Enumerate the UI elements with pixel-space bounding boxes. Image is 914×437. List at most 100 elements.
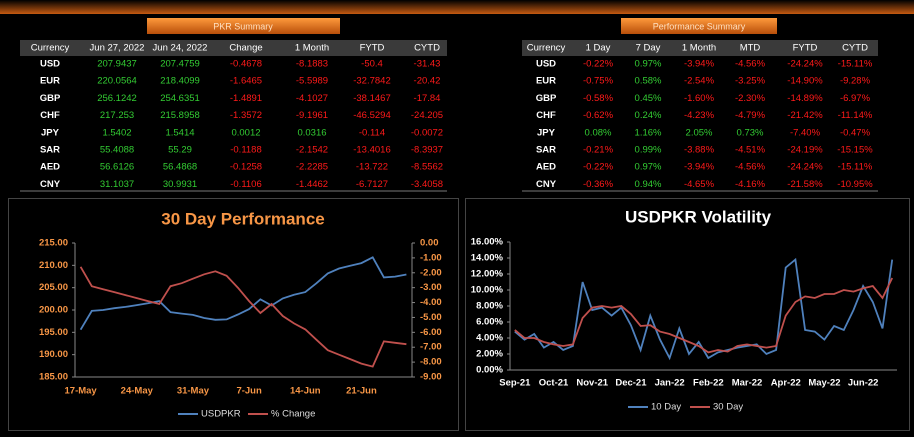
cell: -9.1961: [296, 110, 328, 121]
y-tick-label: 195.00: [39, 327, 68, 338]
chart-frame: [8, 198, 459, 431]
row-label: CHF: [40, 110, 60, 121]
cell: 0.94%: [635, 179, 662, 190]
cell: -1.6465: [230, 76, 262, 87]
cell: 0.45%: [635, 93, 662, 104]
legend-label: 10 Day: [651, 402, 681, 413]
column-header: 1 Day: [586, 43, 611, 54]
cell: -4.1027: [296, 93, 328, 104]
column-header: Currency: [527, 43, 566, 54]
series-line: [79, 266, 407, 368]
cell: -0.22%: [583, 59, 614, 70]
cell: -3.88%: [684, 145, 715, 156]
cell: -0.1106: [230, 179, 262, 190]
cell: -4.23%: [684, 110, 715, 121]
cell: -0.0072: [411, 127, 443, 138]
cell: -15.15%: [837, 145, 873, 156]
row-label: USD: [536, 59, 556, 70]
x-tick-label: Jan-22: [655, 378, 685, 389]
cell: 215.8958: [160, 110, 200, 121]
x-tick-label: Apr-22: [771, 378, 801, 389]
cell: 0.0316: [297, 127, 326, 138]
cell: -6.97%: [840, 93, 871, 104]
cell: 0.24%: [635, 110, 662, 121]
x-tick-label: Mar-22: [732, 378, 763, 389]
cell: 0.08%: [585, 127, 612, 138]
row-label: GBP: [536, 93, 557, 104]
cell: -11.14%: [838, 110, 873, 121]
cell: 1.16%: [635, 127, 662, 138]
cell: -4.56%: [735, 162, 766, 173]
row-label: CHF: [536, 110, 556, 121]
cell: 1.5402: [102, 127, 131, 138]
cell: -4.51%: [735, 145, 766, 156]
cell: 1.5414: [165, 127, 194, 138]
y-tick-label: 8.00%: [476, 301, 503, 312]
table-title: PKR Summary: [213, 21, 273, 31]
x-tick-label: 21-Jun: [346, 386, 377, 397]
row-label: CNY: [536, 179, 557, 190]
y2-tick-label: -4.00: [420, 297, 442, 308]
cell: 0.97%: [635, 162, 662, 173]
y-tick-label: 6.00%: [476, 317, 503, 328]
column-header: Currency: [31, 43, 70, 54]
cell: -24.24%: [787, 162, 823, 173]
cell: -32.7842: [353, 76, 391, 87]
cell: -5.5989: [296, 76, 328, 87]
x-tick-label: May-22: [808, 378, 840, 389]
row-label: USD: [40, 59, 60, 70]
cell: -1.4462: [296, 179, 328, 190]
row-label: GBP: [40, 93, 61, 104]
cell: -3.94%: [684, 162, 715, 173]
cell: 0.73%: [737, 127, 764, 138]
title-bar: [147, 18, 340, 34]
legend-label: 30 Day: [713, 402, 743, 413]
column-header: Change: [229, 43, 262, 54]
cell: -50.4: [361, 59, 383, 70]
cell: -0.36%: [583, 179, 614, 190]
y-tick-label: 16.00%: [471, 237, 504, 248]
cell: 256.1242: [97, 93, 137, 104]
column-header: CYTD: [414, 43, 440, 54]
column-header: FYTD: [360, 43, 385, 54]
column-header: 7 Day: [636, 43, 661, 54]
cell: -7.40%: [790, 127, 821, 138]
cell: -4.79%: [735, 110, 766, 121]
x-tick-label: 31-May: [177, 386, 210, 397]
cell: -2.30%: [735, 93, 766, 104]
cell: -21.58%: [787, 179, 823, 190]
cell: 207.9437: [97, 59, 137, 70]
row-label: EUR: [536, 76, 556, 87]
cell: -24.205: [411, 110, 443, 121]
x-tick-label: 17-May: [65, 386, 98, 397]
y2-tick-label: -2.00: [420, 267, 442, 278]
cell: -4.56%: [735, 59, 766, 70]
x-tick-label: Feb-22: [693, 378, 724, 389]
cell: -0.4678: [230, 59, 262, 70]
chart-title: USDPKR Volatility: [625, 207, 772, 226]
y2-tick-label: -6.00: [420, 327, 442, 338]
cell: -3.25%: [735, 76, 766, 87]
cell: 220.0564: [97, 76, 137, 87]
cell: -14.90%: [787, 76, 823, 87]
cell: -0.75%: [583, 76, 614, 87]
table-title: Performance Summary: [653, 21, 746, 31]
column-header: MTD: [740, 43, 761, 54]
y-tick-label: 215.00: [39, 238, 68, 249]
cell: 0.99%: [635, 145, 662, 156]
cell: -20.42: [414, 76, 441, 87]
cell: -1.3572: [230, 110, 262, 121]
cell: -0.58%: [583, 93, 614, 104]
title-bar: [621, 18, 777, 34]
series-line: [514, 257, 894, 361]
x-tick-label: 14-Jun: [290, 386, 321, 397]
cell: -2.1542: [296, 145, 328, 156]
cell: -13.722: [356, 162, 388, 173]
cell: 56.6126: [100, 162, 134, 173]
column-header: Jun 27, 2022: [90, 43, 145, 54]
y-tick-label: 200.00: [39, 305, 68, 316]
row-label: JPY: [41, 127, 60, 138]
cell: 2.05%: [686, 127, 713, 138]
cell: -0.114: [359, 127, 385, 138]
cell: 254.6351: [160, 93, 200, 104]
